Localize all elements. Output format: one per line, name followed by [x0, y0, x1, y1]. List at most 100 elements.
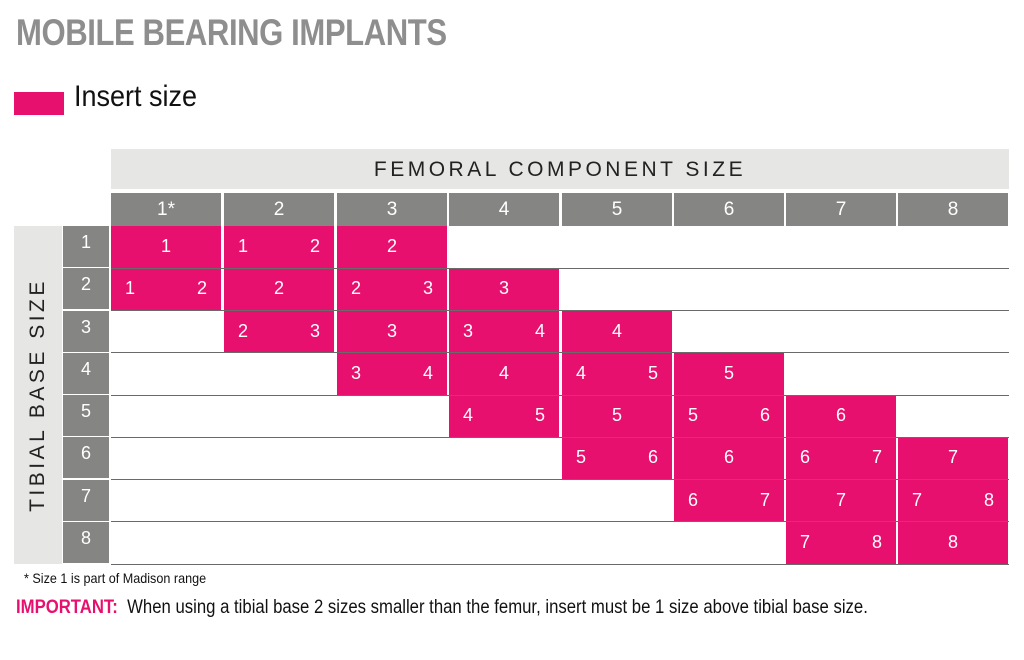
- insert-size-value: 6: [800, 447, 811, 468]
- column-header-3: 3: [337, 193, 447, 226]
- insert-size-value: 1: [160, 236, 171, 256]
- insert-size-value: 7: [759, 489, 770, 510]
- row-divider: [111, 267, 1009, 269]
- insert-size-value: 3: [422, 278, 433, 299]
- row-header-2: 2: [63, 268, 109, 310]
- insert-size-value: 5: [688, 405, 699, 425]
- important-label: IMPORTANT:: [16, 597, 118, 618]
- insert-size-value: 5: [723, 362, 734, 383]
- insert-size-value: 8: [983, 489, 994, 510]
- column-header-2: 2: [224, 193, 334, 226]
- row-divider: [111, 521, 1009, 523]
- insert-size-value: 6: [688, 489, 699, 510]
- insert-size-value: 2: [386, 236, 397, 256]
- legend-swatch: [14, 92, 64, 115]
- insert-size-value: 7: [947, 447, 958, 468]
- insert-size-value: 6: [723, 447, 734, 468]
- insert-size-cell: 2: [337, 226, 447, 268]
- row-header-7: 7: [63, 479, 109, 521]
- page-title: MOBILE BEARING IMPLANTS: [16, 12, 447, 53]
- insert-size-value: 6: [759, 405, 770, 425]
- column-header-5: 5: [562, 193, 672, 226]
- insert-size-value: 4: [498, 362, 509, 383]
- row-header-6: 6: [63, 437, 109, 479]
- insert-size-cell: 3: [449, 268, 559, 311]
- column-header-1: 1*: [111, 193, 221, 226]
- insert-size-value: 2: [351, 278, 362, 299]
- row-header-3: 3: [63, 310, 109, 352]
- column-header-7: 7: [786, 193, 896, 226]
- insert-size-value: 6: [647, 447, 658, 468]
- insert-size-value: 5: [647, 362, 658, 383]
- row-divider: [111, 310, 1009, 311]
- insert-size-value: 3: [498, 278, 509, 299]
- legend-label: Insert size: [74, 80, 198, 113]
- insert-size-value: 3: [463, 320, 474, 341]
- tibial-base-size-header: TIBIAL BASE SIZE: [26, 278, 49, 512]
- footnote: * Size 1 is part of Madison range: [24, 570, 207, 586]
- row-header-4: 4: [63, 352, 109, 394]
- insert-size-cell: 8: [898, 521, 1008, 564]
- insert-size-value: 7: [871, 447, 882, 468]
- important-text: When using a tibial base 2 sizes smaller…: [127, 597, 868, 618]
- insert-size-value: 3: [351, 362, 362, 383]
- insert-size-value: 1: [238, 236, 249, 256]
- insert-size-value: 4: [422, 362, 433, 383]
- insert-size-value: 4: [611, 320, 622, 341]
- insert-size-value: 8: [871, 531, 882, 552]
- row-header-1: 1: [63, 226, 109, 267]
- insert-size-cell: 5: [674, 352, 784, 395]
- insert-size-value: 2: [238, 320, 249, 341]
- column-header-6: 6: [674, 193, 784, 226]
- row-divider: [111, 479, 1009, 480]
- insert-size-value: 4: [463, 405, 474, 425]
- row-divider: [111, 563, 1009, 565]
- column-header-4: 4: [449, 193, 559, 226]
- insert-size-value: 2: [273, 278, 284, 299]
- row-divider: [111, 394, 1009, 396]
- insert-size-value: 7: [912, 489, 923, 510]
- insert-size-value: 5: [534, 405, 545, 425]
- insert-size-value: 6: [835, 405, 846, 425]
- row-divider: [111, 436, 1009, 438]
- row-divider: [111, 352, 1009, 354]
- column-header-8: 8: [898, 193, 1008, 226]
- insert-size-cell: 3: [337, 310, 447, 353]
- insert-size-cell: 6: [786, 395, 896, 437]
- tibial-base-size-header-bg: [14, 226, 62, 564]
- insert-size-value: 5: [576, 447, 587, 468]
- insert-size-value: 2: [309, 236, 320, 256]
- insert-size-cell: 6: [674, 437, 784, 480]
- femoral-component-size-header: FEMORAL COMPONENT SIZE: [111, 149, 1009, 189]
- insert-size-value: 1: [125, 278, 136, 299]
- insert-size-value: 3: [309, 320, 320, 341]
- row-header-5: 5: [63, 395, 109, 436]
- insert-size-cell: 4: [562, 310, 672, 353]
- insert-size-cell: 2: [224, 268, 334, 311]
- insert-size-value: 7: [800, 531, 811, 552]
- insert-size-cell: 7: [898, 437, 1008, 480]
- insert-size-cell: 7: [786, 479, 896, 522]
- insert-size-value: 4: [576, 362, 587, 383]
- insert-size-value: 7: [835, 489, 846, 510]
- insert-size-value: 4: [534, 320, 545, 341]
- important-note: IMPORTANT: When using a tibial base 2 si…: [16, 597, 868, 619]
- insert-size-cell: 5: [562, 395, 672, 437]
- insert-size-value: 2: [196, 278, 207, 299]
- insert-size-value: 8: [947, 531, 958, 552]
- insert-size-cell: 1: [111, 226, 221, 268]
